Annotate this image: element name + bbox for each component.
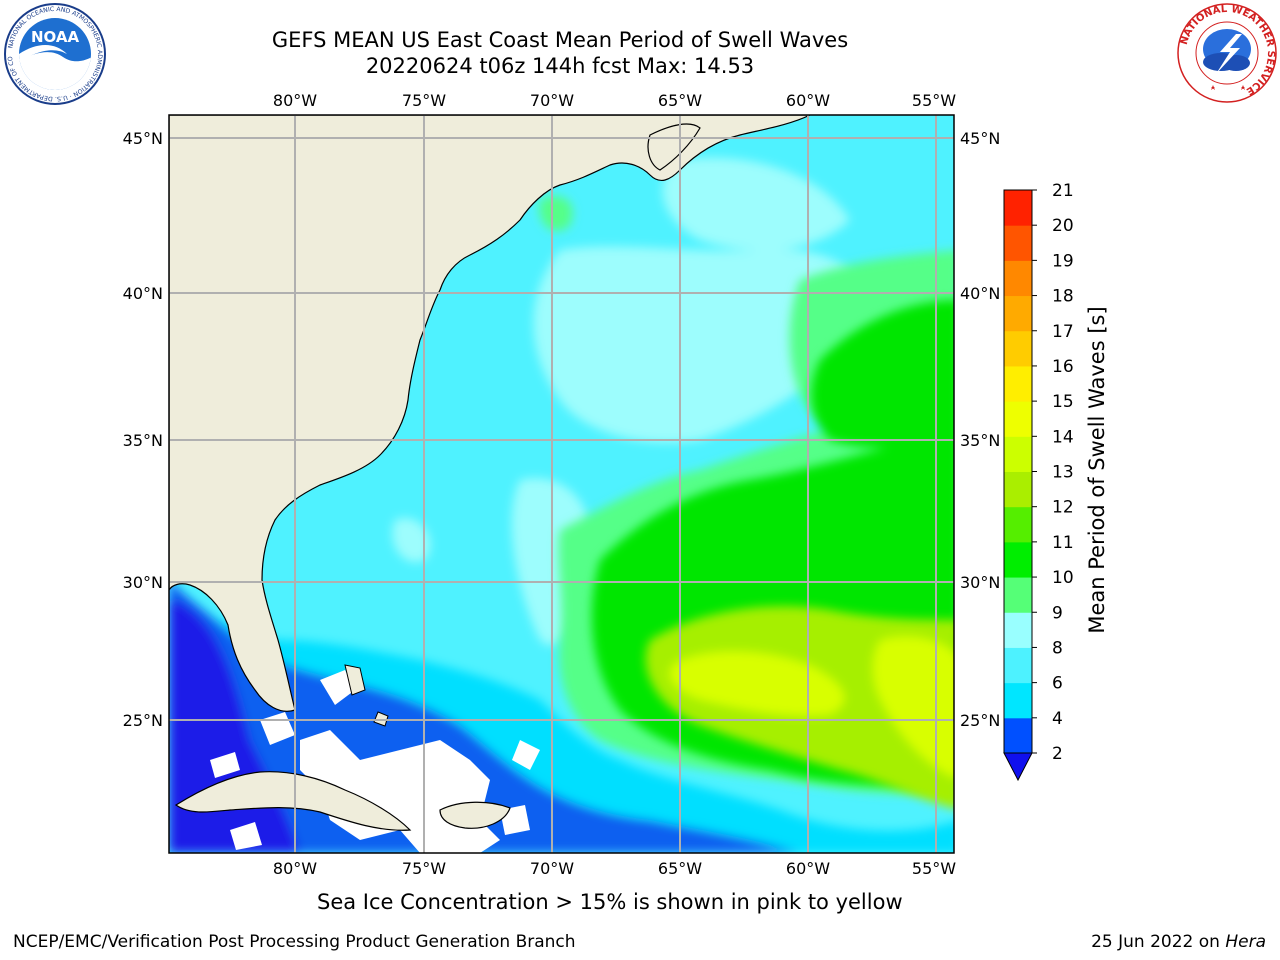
lon-label-top: 70°W bbox=[530, 91, 574, 110]
colorbar-tick-label: 6 bbox=[1052, 674, 1063, 694]
colorbar-tick-label: 20 bbox=[1052, 216, 1074, 236]
lat-label-right: 30°N bbox=[960, 573, 1000, 592]
land-mass bbox=[169, 115, 811, 831]
colorbar-segment bbox=[1004, 612, 1032, 648]
colorbar-segment bbox=[1004, 717, 1032, 754]
colorbar-segment bbox=[1004, 330, 1032, 367]
colorbar-segment bbox=[1004, 401, 1032, 437]
colorbar-tick-label: 2 bbox=[1052, 744, 1063, 764]
lon-label-bottom: 55°W bbox=[912, 859, 956, 878]
lat-label-right: 35°N bbox=[960, 431, 1000, 450]
colorbar-segment bbox=[1004, 365, 1032, 402]
colorbar-segment bbox=[1004, 295, 1032, 332]
lon-label-top: 65°W bbox=[658, 91, 702, 110]
colorbar-tick-label: 8 bbox=[1052, 638, 1063, 658]
lat-label-left: 40°N bbox=[123, 284, 163, 303]
colorbar-tick-label: 11 bbox=[1052, 533, 1074, 553]
lon-label-bottom: 70°W bbox=[530, 859, 574, 878]
lon-label-bottom: 60°W bbox=[786, 859, 830, 878]
lat-label-left: 25°N bbox=[123, 711, 163, 730]
lon-label-top: 60°W bbox=[786, 91, 830, 110]
chart-title: GEFS MEAN US East Coast Mean Period of S… bbox=[271, 28, 849, 52]
lon-label-top: 75°W bbox=[402, 91, 446, 110]
lat-label-right: 40°N bbox=[960, 284, 1000, 303]
noaa-logo: NATIONAL OCEANIC AND ATMOSPHERIC ADMINIS… bbox=[3, 2, 106, 105]
colorbar-segment bbox=[1004, 506, 1032, 543]
colorbar-segment bbox=[1004, 541, 1032, 578]
lat-label-right: 25°N bbox=[960, 711, 1000, 730]
colorbar-segment bbox=[1004, 436, 1032, 472]
colorbar-tick-label: 16 bbox=[1052, 357, 1074, 377]
colorbar-segment bbox=[1004, 577, 1032, 613]
colorbar-segment bbox=[1004, 190, 1032, 226]
colorbar-tick-label: 18 bbox=[1052, 287, 1074, 307]
colorbar-segment bbox=[1004, 647, 1032, 684]
lat-label-left: 30°N bbox=[123, 573, 163, 592]
colorbar-tick-label: 21 bbox=[1052, 181, 1074, 201]
colorbar-segment bbox=[1004, 471, 1032, 508]
lat-label-right: 45°N bbox=[960, 129, 1000, 148]
lon-label-bottom: 80°W bbox=[273, 859, 317, 878]
lon-label-top: 55°W bbox=[912, 91, 956, 110]
colorbar-tick-label: 9 bbox=[1052, 603, 1063, 623]
lat-label-left: 35°N bbox=[123, 431, 163, 450]
colorbar-tick-label: 4 bbox=[1052, 709, 1063, 729]
map-frame bbox=[168, 114, 955, 854]
colorbar: 2 4 6 8 9 10 11 12 13 14 15 16 17 18 19 20 21 bbox=[1003, 181, 1074, 782]
lon-label-bottom: 75°W bbox=[402, 859, 446, 878]
chart-subtitle: 20220624 t06z 144h fcst Max: 14.53 bbox=[365, 54, 755, 78]
colorbar-tick-label: 14 bbox=[1052, 427, 1074, 447]
colorbar-tick-label: 12 bbox=[1052, 498, 1074, 518]
lon-label-top: 80°W bbox=[273, 91, 317, 110]
lon-label-bottom: 65°W bbox=[658, 859, 702, 878]
colorbar-tick-label: 10 bbox=[1052, 568, 1074, 588]
footer-machine: Hera bbox=[1225, 932, 1266, 952]
colorbar-tick-label: 17 bbox=[1052, 322, 1074, 342]
colorbar-tick-label: 15 bbox=[1052, 392, 1074, 412]
nws-logo: NATIONAL WEATHER SERVICE bbox=[1177, 3, 1277, 103]
sea-ice-caption: Sea Ice Concentration > 15% is shown in … bbox=[317, 890, 903, 914]
colorbar-tick-label: 19 bbox=[1052, 251, 1074, 271]
colorbar-segment bbox=[1004, 225, 1032, 261]
colorbar-segment bbox=[1004, 260, 1032, 297]
colorbar-tick-label: 13 bbox=[1052, 463, 1074, 483]
lat-label-left: 45°N bbox=[123, 129, 163, 148]
svg-text:NOAA: NOAA bbox=[31, 28, 80, 46]
graticule bbox=[169, 115, 954, 853]
footer-credit: NCEP/EMC/Verification Post Processing Pr… bbox=[13, 932, 576, 952]
colorbar-segment bbox=[1004, 682, 1032, 719]
footer-date: 25 Jun 2022 on Hera bbox=[1091, 932, 1266, 952]
colorbar-extend-arrow bbox=[1003, 752, 1033, 782]
